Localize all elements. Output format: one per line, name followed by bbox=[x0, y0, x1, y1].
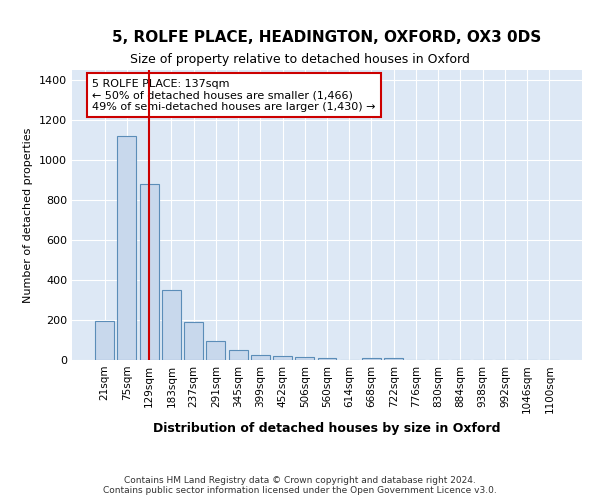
Title: 5, ROLFE PLACE, HEADINGTON, OXFORD, OX3 0DS: 5, ROLFE PLACE, HEADINGTON, OXFORD, OX3 … bbox=[112, 30, 542, 45]
Bar bbox=[362, 358, 381, 360]
Y-axis label: Number of detached properties: Number of detached properties bbox=[23, 128, 34, 302]
Bar bbox=[184, 322, 203, 360]
Text: Contains HM Land Registry data © Crown copyright and database right 2024.
Contai: Contains HM Land Registry data © Crown c… bbox=[103, 476, 497, 495]
Bar bbox=[384, 358, 403, 360]
Text: Size of property relative to detached houses in Oxford: Size of property relative to detached ho… bbox=[130, 52, 470, 66]
Bar bbox=[206, 340, 225, 360]
Bar bbox=[118, 136, 136, 360]
Bar bbox=[251, 355, 270, 360]
Text: 5 ROLFE PLACE: 137sqm
← 50% of detached houses are smaller (1,466)
49% of semi-d: 5 ROLFE PLACE: 137sqm ← 50% of detached … bbox=[92, 78, 376, 112]
Bar bbox=[295, 357, 314, 360]
Bar bbox=[317, 358, 337, 360]
Bar bbox=[140, 184, 158, 360]
Bar bbox=[273, 356, 292, 360]
X-axis label: Distribution of detached houses by size in Oxford: Distribution of detached houses by size … bbox=[153, 422, 501, 435]
Bar bbox=[162, 290, 181, 360]
Bar bbox=[229, 350, 248, 360]
Bar bbox=[95, 320, 114, 360]
